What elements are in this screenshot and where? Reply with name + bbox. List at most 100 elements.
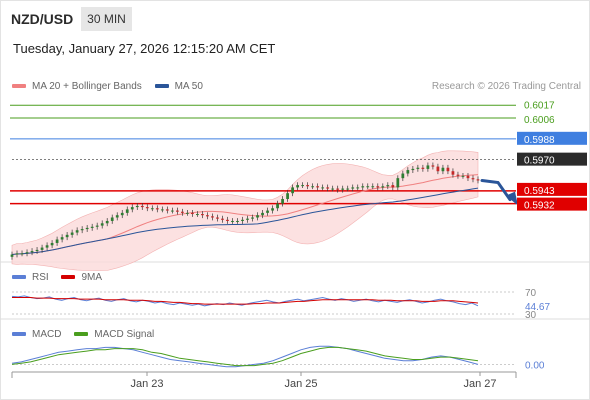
- candle-body: [431, 165, 435, 167]
- candle: [150, 205, 154, 212]
- candle: [271, 205, 274, 214]
- legend-swatch-macd: [12, 332, 26, 337]
- candle-body: [346, 188, 350, 190]
- forecast-arrow: [480, 179, 518, 206]
- candle-body: [416, 167, 420, 169]
- candle-body: [221, 218, 224, 220]
- candle-body: [396, 178, 400, 188]
- candle: [341, 185, 345, 193]
- candle: [10, 251, 14, 260]
- candle: [175, 207, 179, 215]
- candle: [371, 183, 375, 190]
- candle: [130, 204, 134, 213]
- candle-body: [306, 185, 310, 187]
- candle-body: [130, 207, 134, 210]
- candle: [281, 196, 284, 207]
- bollinger-bands: [11, 150, 479, 271]
- macd-legend: MACD MACD Signal: [12, 329, 154, 340]
- candle-body: [456, 174, 460, 176]
- candle-body: [180, 211, 184, 213]
- candle-body: [125, 209, 129, 213]
- moving-averages: [11, 174, 479, 255]
- candle: [110, 214, 114, 224]
- macd-panel: 0.00: [11, 345, 545, 371]
- legend-swatch-rsi: [12, 275, 26, 280]
- candle: [316, 183, 320, 191]
- price-label-resistance-2: 0.6017: [524, 100, 555, 111]
- candle: [306, 182, 310, 190]
- candle-body: [271, 208, 274, 211]
- candle-body: [376, 186, 380, 188]
- candle-body: [95, 225, 99, 227]
- x-tick-label: Jan 23: [130, 378, 163, 390]
- candle-body: [391, 185, 395, 188]
- interval-selector[interactable]: 30 MIN: [81, 7, 132, 31]
- candle-body: [241, 219, 244, 221]
- price-label-box: [517, 131, 587, 145]
- legend-label-macd: MACD: [32, 329, 62, 340]
- candle: [366, 183, 370, 190]
- candle-body: [105, 220, 109, 224]
- candle: [401, 170, 405, 182]
- candle: [206, 212, 209, 220]
- candle-body: [436, 166, 440, 172]
- candle: [286, 190, 289, 202]
- candle: [115, 212, 119, 221]
- candle: [346, 185, 350, 192]
- candle-body: [160, 209, 164, 211]
- candle: [105, 218, 109, 227]
- candle: [331, 185, 335, 192]
- candle: [386, 182, 390, 190]
- candle-body: [426, 165, 430, 169]
- candle: [180, 208, 184, 216]
- legend-swatch-rsi-ma: [61, 275, 76, 280]
- candle: [65, 231, 69, 241]
- candle-body: [381, 186, 385, 188]
- candle: [90, 223, 94, 231]
- candle: [266, 207, 269, 216]
- candle: [236, 218, 239, 224]
- candle-body: [291, 187, 294, 194]
- candle-body: [175, 210, 179, 212]
- candle: [466, 172, 470, 182]
- candle-body: [150, 208, 154, 210]
- price-label-last-price: 0.5970: [524, 156, 555, 167]
- candle-body: [120, 212, 124, 216]
- candle: [25, 249, 29, 257]
- candle: [75, 227, 79, 236]
- candle: [321, 184, 325, 191]
- candle-body: [421, 167, 425, 169]
- candle-body: [251, 217, 254, 219]
- candle: [391, 182, 395, 191]
- legend-label-macd-signal: MACD Signal: [94, 329, 155, 340]
- candle-body: [311, 186, 315, 188]
- candle: [241, 216, 244, 224]
- candle-body: [411, 168, 415, 171]
- candle-body: [216, 217, 219, 219]
- x-tick-label: Jan 25: [284, 378, 317, 390]
- candle: [125, 206, 129, 216]
- candle: [456, 171, 460, 179]
- candle-body: [451, 171, 455, 175]
- candle: [216, 214, 219, 222]
- legend-swatch-macd-signal: [74, 332, 89, 337]
- candle: [170, 207, 174, 214]
- candle-body: [326, 187, 330, 189]
- x-axis: Jan 23 Jan 25 Jan 27: [11, 371, 517, 390]
- macd-series: [11, 346, 479, 367]
- candle-body: [25, 252, 29, 254]
- candle: [291, 184, 294, 197]
- candle-body: [85, 227, 89, 230]
- candle-body: [55, 239, 59, 243]
- price-label-support-1: 0.5943: [524, 186, 555, 197]
- forecast-arrow-shaft: [480, 179, 512, 202]
- candle: [140, 203, 144, 210]
- candle: [301, 182, 305, 188]
- candle-body: [256, 215, 259, 218]
- candle-body: [361, 186, 365, 188]
- candle-body: [386, 185, 390, 187]
- candle-body: [341, 188, 345, 190]
- candle: [221, 215, 224, 223]
- rsi-tick-label: 30: [525, 310, 537, 321]
- candle-body: [90, 226, 94, 228]
